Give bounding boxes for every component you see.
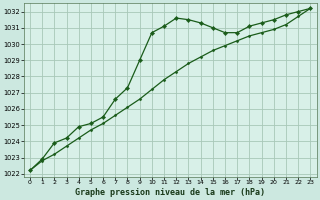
X-axis label: Graphe pression niveau de la mer (hPa): Graphe pression niveau de la mer (hPa): [75, 188, 265, 197]
